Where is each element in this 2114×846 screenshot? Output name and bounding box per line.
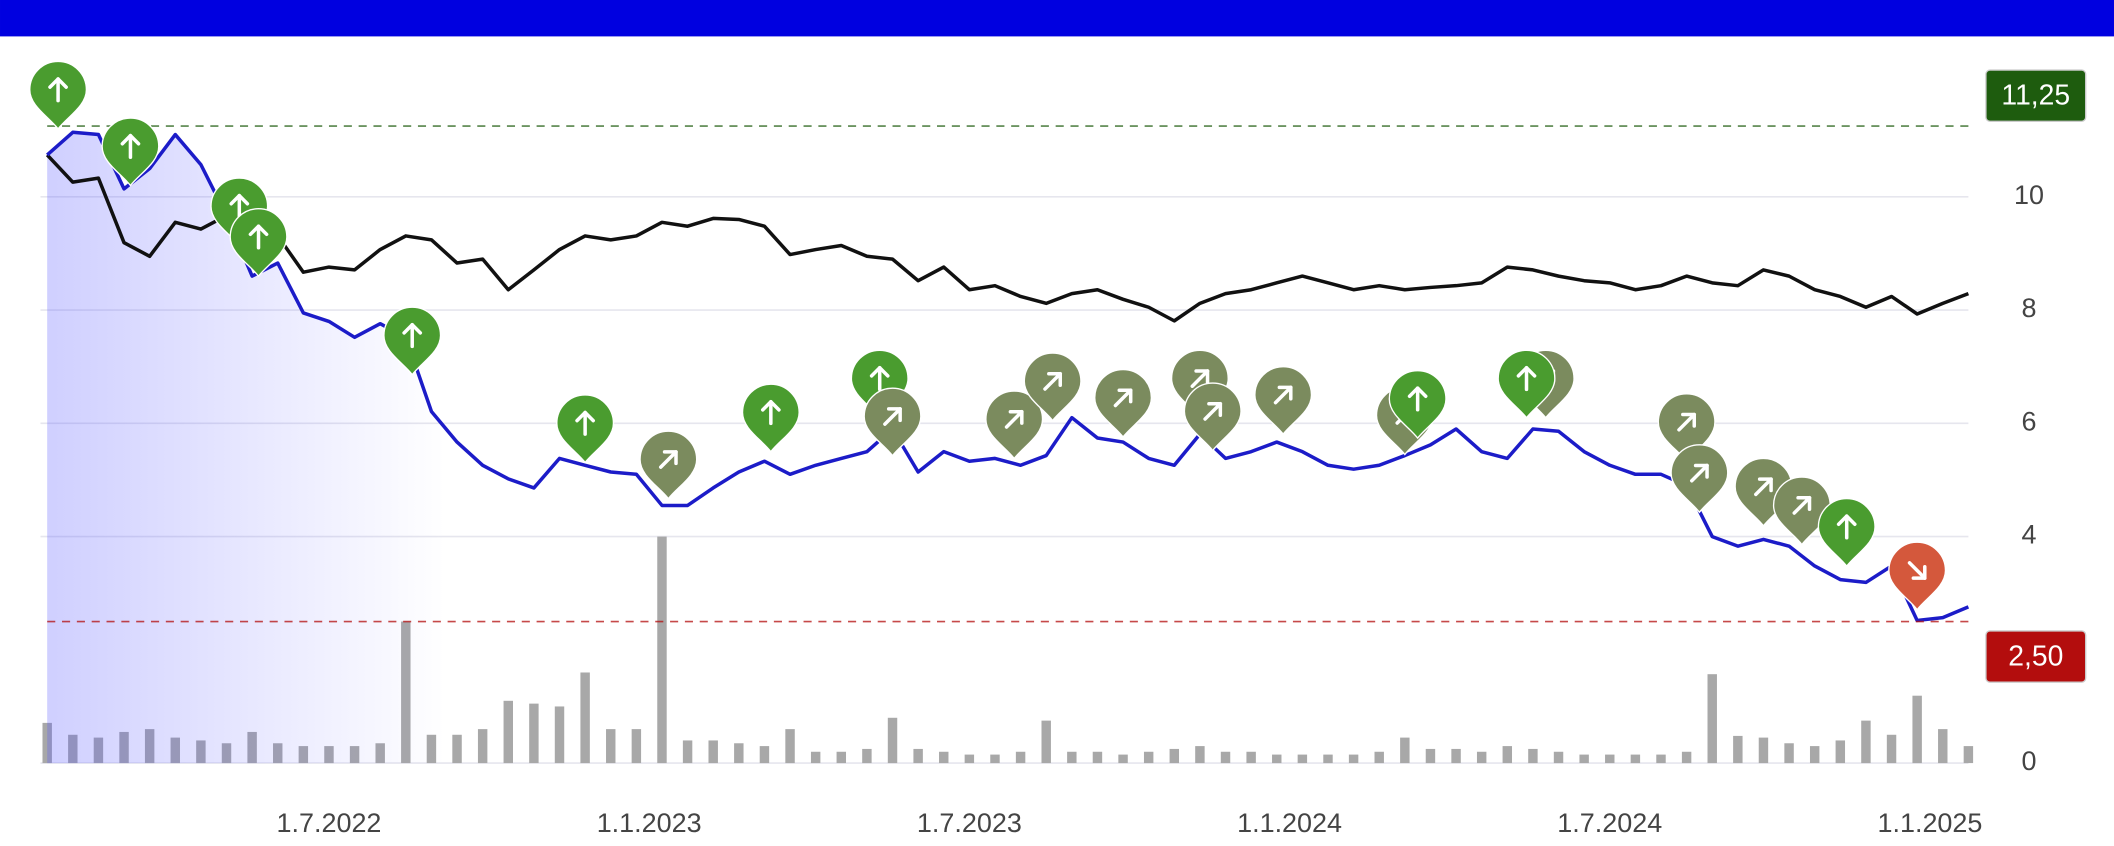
x-tick-label: 1.1.2025	[1878, 808, 1983, 838]
reference-badge	[1985, 630, 2087, 683]
event-pin	[1183, 382, 1242, 452]
arrow-head	[402, 323, 423, 335]
arrow-head	[886, 407, 902, 423]
arrow-head	[1194, 369, 1210, 385]
event-arrow	[1113, 388, 1133, 408]
arrow-head	[120, 133, 141, 146]
y-tick-label: 4	[2022, 520, 2037, 550]
top-bar	[0, 0, 2114, 37]
arrow-shaft	[1273, 385, 1293, 405]
reference-label: 2,50	[2008, 639, 2063, 671]
event-arrow	[1792, 496, 1812, 515]
event-arrow	[659, 450, 678, 469]
volume-bar	[42, 722, 52, 764]
x-tick-label: 1.7.2024	[1557, 808, 1662, 838]
arrow-shaft	[1754, 477, 1773, 497]
arrow-head	[662, 450, 678, 466]
arrow-head	[575, 410, 595, 423]
arrow-head	[1117, 388, 1133, 404]
arrow-head	[1207, 402, 1223, 417]
arrow-head	[229, 193, 250, 206]
event-arrow	[120, 133, 141, 159]
event-arrow	[402, 323, 423, 349]
arrow-shaft	[659, 450, 678, 469]
event-arrow	[48, 77, 68, 103]
reference-badge	[1985, 69, 2087, 123]
arrow-head	[1008, 409, 1024, 425]
price-line	[45, 153, 1970, 323]
event-arrow	[1516, 366, 1537, 392]
arrow-head	[1911, 564, 1927, 580]
x-tick-label: 1.7.2023	[917, 808, 1022, 838]
arrow-head	[1796, 496, 1812, 511]
arrow-shaft	[1203, 402, 1223, 421]
event-arrow	[248, 224, 269, 250]
x-tick-label: 1.1.2023	[597, 808, 702, 838]
event-pin	[985, 390, 1044, 460]
arrow-head	[869, 366, 890, 378]
arrow-head	[1277, 385, 1293, 401]
event-pin	[1670, 444, 1729, 514]
x-tick-label: 1.1.2024	[1237, 808, 1342, 838]
y-tick-label: 10	[2014, 180, 2044, 210]
arrow-head	[48, 77, 68, 89]
y-tick-label: 0	[2022, 746, 2037, 776]
arrow-shaft	[1043, 372, 1062, 391]
arrow-shaft	[1113, 388, 1133, 408]
arrow-head	[1681, 412, 1696, 428]
event-pin	[1888, 541, 1947, 611]
y-tick-label: 6	[2022, 406, 2037, 436]
event-arrow	[761, 400, 781, 426]
event-arrow	[1273, 385, 1293, 405]
arrow-head	[248, 224, 269, 237]
event-arrow	[1203, 402, 1223, 421]
event-arrow	[1836, 514, 1857, 540]
event-arrow	[869, 366, 890, 392]
event-arrow	[1407, 386, 1428, 412]
event-arrow	[575, 410, 595, 436]
arrow-shaft	[1792, 496, 1812, 515]
arrow-head	[1693, 463, 1709, 479]
arrow-shaft	[1004, 409, 1024, 429]
event-arrow	[229, 193, 250, 219]
x-tick-label: 1.7.2022	[277, 808, 382, 838]
event-arrow	[1690, 463, 1709, 483]
area	[47, 132, 1969, 764]
price-line	[46, 130, 1970, 623]
event-pin	[1094, 368, 1153, 439]
event-arrow	[1907, 561, 1927, 580]
arrow-shaft	[1677, 412, 1696, 432]
event-arrow	[1754, 477, 1773, 497]
arrow-shaft	[1907, 561, 1927, 580]
arrow-head	[761, 400, 781, 412]
arrow-head	[1516, 366, 1537, 378]
arrow-head	[1757, 477, 1773, 493]
event-arrow	[1043, 372, 1062, 391]
arrow-shaft	[1190, 369, 1210, 388]
event-pin	[1023, 352, 1082, 422]
event-pin	[639, 430, 698, 500]
event-pin	[1254, 366, 1313, 436]
event-pin	[863, 387, 922, 457]
y-tick-label: 8	[2022, 293, 2037, 323]
event-arrow	[1190, 369, 1210, 388]
arrow-head	[1407, 386, 1428, 399]
arrow-head	[1836, 514, 1857, 526]
reference-label: 11,25	[2001, 79, 2070, 111]
arrow-head	[1047, 372, 1062, 387]
arrow-shaft	[1690, 463, 1709, 483]
event-arrow	[1004, 409, 1024, 429]
event-arrow	[883, 407, 902, 426]
event-arrow	[1677, 412, 1696, 432]
arrow-shaft	[883, 407, 902, 426]
